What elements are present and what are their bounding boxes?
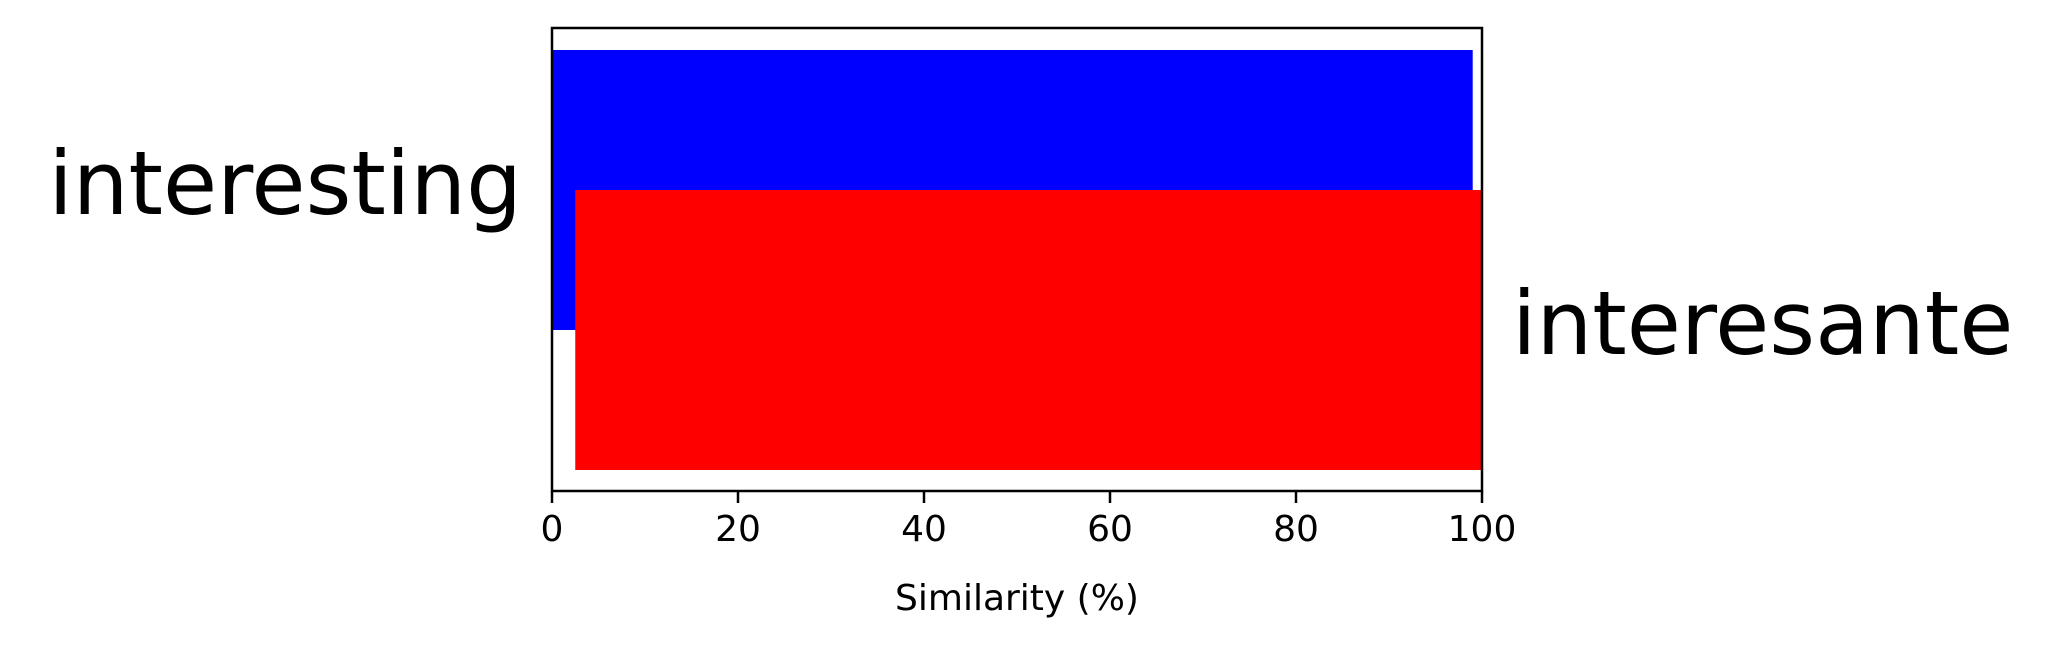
plot-frame xyxy=(550,26,1484,493)
x-tick-label: 80 xyxy=(1273,509,1319,550)
x-axis: 0 20 40 60 80 100 xyxy=(541,491,1517,550)
x-tick-label: 0 xyxy=(541,509,564,550)
x-tick-label: 100 xyxy=(1448,509,1517,550)
x-tick-label: 60 xyxy=(1087,509,1133,550)
x-tick-label: 40 xyxy=(901,509,947,550)
word-label-interesante: interesante xyxy=(1512,272,2013,375)
word-labels: interesting interesante xyxy=(48,132,2013,375)
x-tick-label: 20 xyxy=(715,509,761,550)
x-axis-label: Similarity (%) xyxy=(895,578,1139,619)
bar-interesante xyxy=(575,190,1482,470)
word-label-interesting: interesting xyxy=(48,132,522,235)
bars-layer xyxy=(552,50,1482,470)
